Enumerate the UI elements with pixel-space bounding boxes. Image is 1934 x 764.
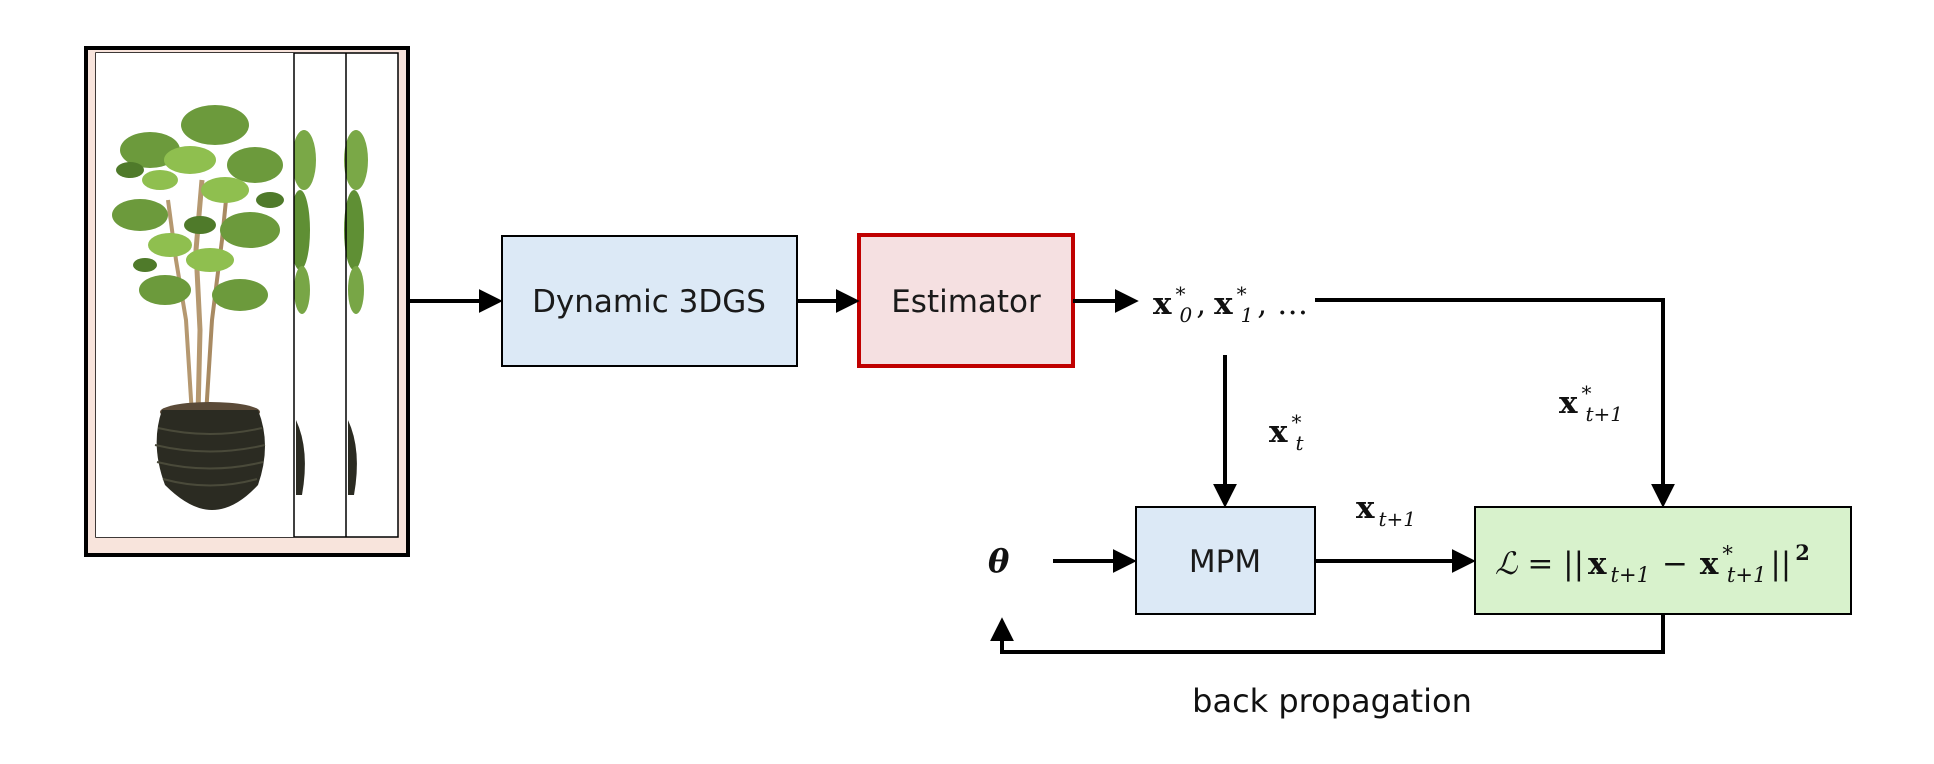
- arrow-states-to-loss: [1315, 298, 1675, 508]
- back-frame-plant-slices: [290, 130, 368, 495]
- ellipsis: …: [1277, 286, 1308, 322]
- x1-sub: 1: [1241, 303, 1254, 327]
- dynamic-3dgs-node: Dynamic 3DGS: [501, 235, 798, 367]
- mpm-node: MPM: [1135, 506, 1316, 615]
- xt1s-sup: *: [1581, 381, 1591, 405]
- loss-x: x: [1588, 546, 1607, 582]
- estimator-node: Estimator: [857, 233, 1075, 368]
- loss-x-sub: t+1: [1611, 563, 1650, 587]
- xt-sub: t: [1295, 431, 1304, 455]
- dynamic-3dgs-label: Dynamic 3DGS: [532, 284, 766, 320]
- loss-power: 2: [1795, 540, 1810, 565]
- comma-2: ,: [1257, 286, 1267, 322]
- edges: [408, 289, 1675, 654]
- loss-close: ||: [1770, 546, 1791, 582]
- xt-star-label: x * t: [1269, 410, 1305, 455]
- xt1-label: x t+1: [1356, 490, 1416, 531]
- loss-equation: ℒ = || x t+1 − x * t+1 || 2: [1495, 540, 1810, 587]
- estimated-states-label: x * 0 , x * 1 , …: [1153, 282, 1308, 327]
- plant-image: [96, 53, 294, 537]
- mpm-label: MPM: [1189, 544, 1261, 580]
- backprop-caption: back propagation: [1192, 682, 1472, 720]
- loss-minus: −: [1662, 546, 1688, 582]
- xt1-star-label: x * t+1: [1559, 381, 1623, 426]
- xt-symbol: x: [1269, 414, 1288, 450]
- xt1s-symbol: x: [1559, 385, 1578, 421]
- comma-1: ,: [1196, 286, 1206, 322]
- loss-xstar-sup: *: [1722, 542, 1733, 566]
- xt1-sub: t+1: [1378, 507, 1416, 531]
- loss-equals: = ||: [1527, 546, 1584, 582]
- xt1s-sub: t+1: [1585, 402, 1623, 426]
- theta-label: θ: [988, 542, 1010, 580]
- estimator-label: Estimator: [891, 284, 1041, 320]
- loss-xstar-sub: t+1: [1727, 563, 1766, 587]
- x0-sub: 0: [1179, 303, 1192, 327]
- xt-sup: *: [1291, 410, 1301, 434]
- arrow-backprop: [990, 614, 1665, 654]
- loss-xstar: x: [1700, 546, 1719, 582]
- mpm-box: [1135, 506, 1316, 615]
- x0-symbol: x: [1153, 286, 1172, 322]
- dynamic-3dgs-box: [501, 235, 798, 367]
- estimator-box: [857, 233, 1075, 368]
- xt1-symbol: x: [1356, 490, 1375, 526]
- x0-sup: *: [1175, 282, 1185, 306]
- x1-symbol: x: [1214, 286, 1233, 322]
- input-video-frames: [84, 46, 410, 557]
- loss-script-l: ℒ: [1495, 546, 1518, 582]
- x1-sup: *: [1237, 282, 1247, 306]
- loss-node: ℒ = || x t+1 − x * t+1 || 2: [1474, 506, 1852, 615]
